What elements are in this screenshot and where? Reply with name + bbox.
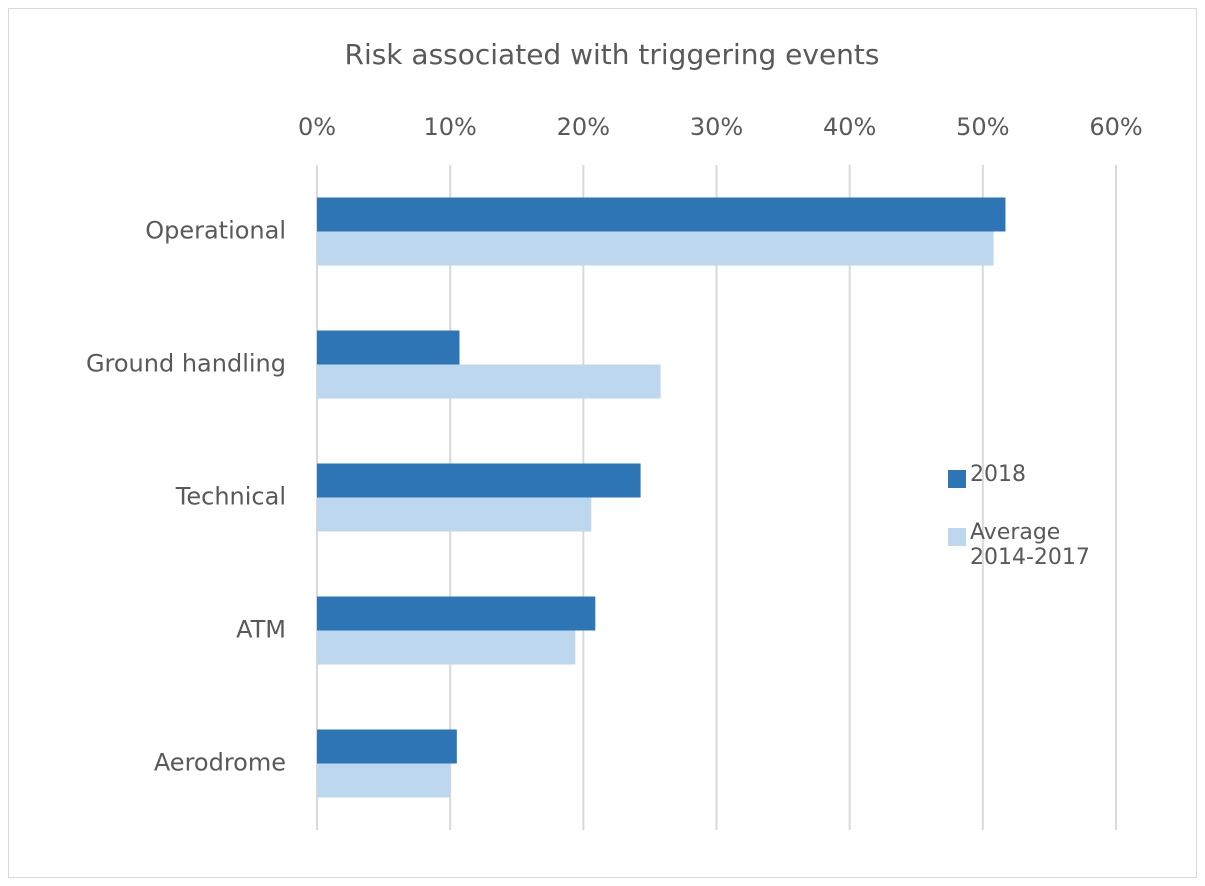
y-tick-label: Ground handling (86, 350, 286, 378)
bar (317, 763, 451, 798)
chart-title: Risk associated with triggering events (344, 38, 879, 71)
chart-border (8, 8, 1197, 878)
x-tick-label: 40% (823, 113, 876, 141)
legend-item: 2018 (948, 462, 1118, 488)
bar (317, 463, 641, 498)
x-tick-label: 10% (423, 113, 476, 141)
legend-label: 2018 (970, 462, 1026, 487)
bar (317, 630, 576, 665)
legend-swatch (948, 470, 966, 488)
x-tick-label: 0% (298, 113, 336, 141)
x-tick-label: 30% (690, 113, 743, 141)
legend-item: Average 2014-2017 (948, 520, 1118, 570)
bar (317, 197, 1006, 232)
x-tick-label: 60% (1089, 113, 1142, 141)
y-tick-label: Aerodrome (154, 749, 286, 777)
legend: 2018 Average 2014-2017 (948, 462, 1118, 602)
x-tick-label: 50% (956, 113, 1009, 141)
bar (317, 729, 457, 764)
bar (317, 231, 994, 266)
legend-swatch (948, 528, 966, 546)
x-tick-label: 20% (557, 113, 610, 141)
y-tick-label: Operational (145, 217, 286, 245)
bar (317, 364, 661, 399)
bar (317, 596, 596, 631)
bar (317, 497, 592, 532)
y-tick-label: Technical (175, 483, 286, 511)
y-tick-label: ATM (236, 616, 286, 644)
bar (317, 330, 460, 365)
legend-label: Average 2014-2017 (970, 520, 1090, 570)
